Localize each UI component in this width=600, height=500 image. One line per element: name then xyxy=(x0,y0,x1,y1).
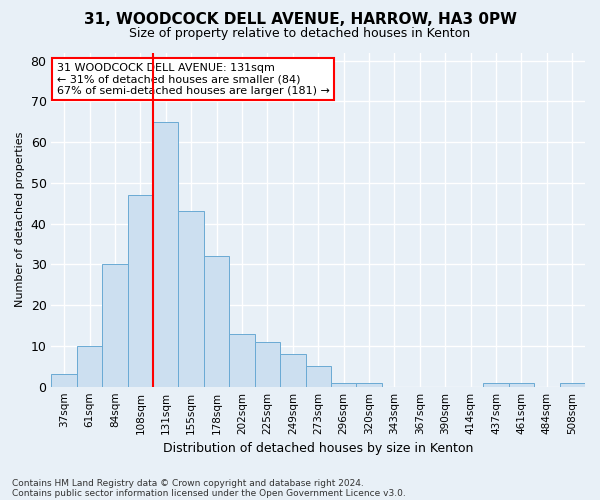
Bar xyxy=(52,374,77,386)
Bar xyxy=(560,382,585,386)
Bar xyxy=(102,264,128,386)
X-axis label: Distribution of detached houses by size in Kenton: Distribution of detached houses by size … xyxy=(163,442,473,455)
Bar xyxy=(229,334,254,386)
Bar xyxy=(356,382,382,386)
Bar xyxy=(153,122,178,386)
Text: Size of property relative to detached houses in Kenton: Size of property relative to detached ho… xyxy=(130,28,470,40)
Text: 31 WOODCOCK DELL AVENUE: 131sqm
← 31% of detached houses are smaller (84)
67% of: 31 WOODCOCK DELL AVENUE: 131sqm ← 31% of… xyxy=(57,62,329,96)
Text: 31, WOODCOCK DELL AVENUE, HARROW, HA3 0PW: 31, WOODCOCK DELL AVENUE, HARROW, HA3 0P… xyxy=(83,12,517,28)
Text: Contains public sector information licensed under the Open Government Licence v3: Contains public sector information licen… xyxy=(12,488,406,498)
Bar xyxy=(331,382,356,386)
Bar xyxy=(484,382,509,386)
Bar xyxy=(77,346,102,387)
Bar xyxy=(128,195,153,386)
Bar xyxy=(509,382,534,386)
Bar xyxy=(305,366,331,386)
Text: Contains HM Land Registry data © Crown copyright and database right 2024.: Contains HM Land Registry data © Crown c… xyxy=(12,478,364,488)
Bar xyxy=(204,256,229,386)
Bar xyxy=(178,212,204,386)
Bar xyxy=(280,354,305,386)
Bar xyxy=(254,342,280,386)
Y-axis label: Number of detached properties: Number of detached properties xyxy=(15,132,25,308)
